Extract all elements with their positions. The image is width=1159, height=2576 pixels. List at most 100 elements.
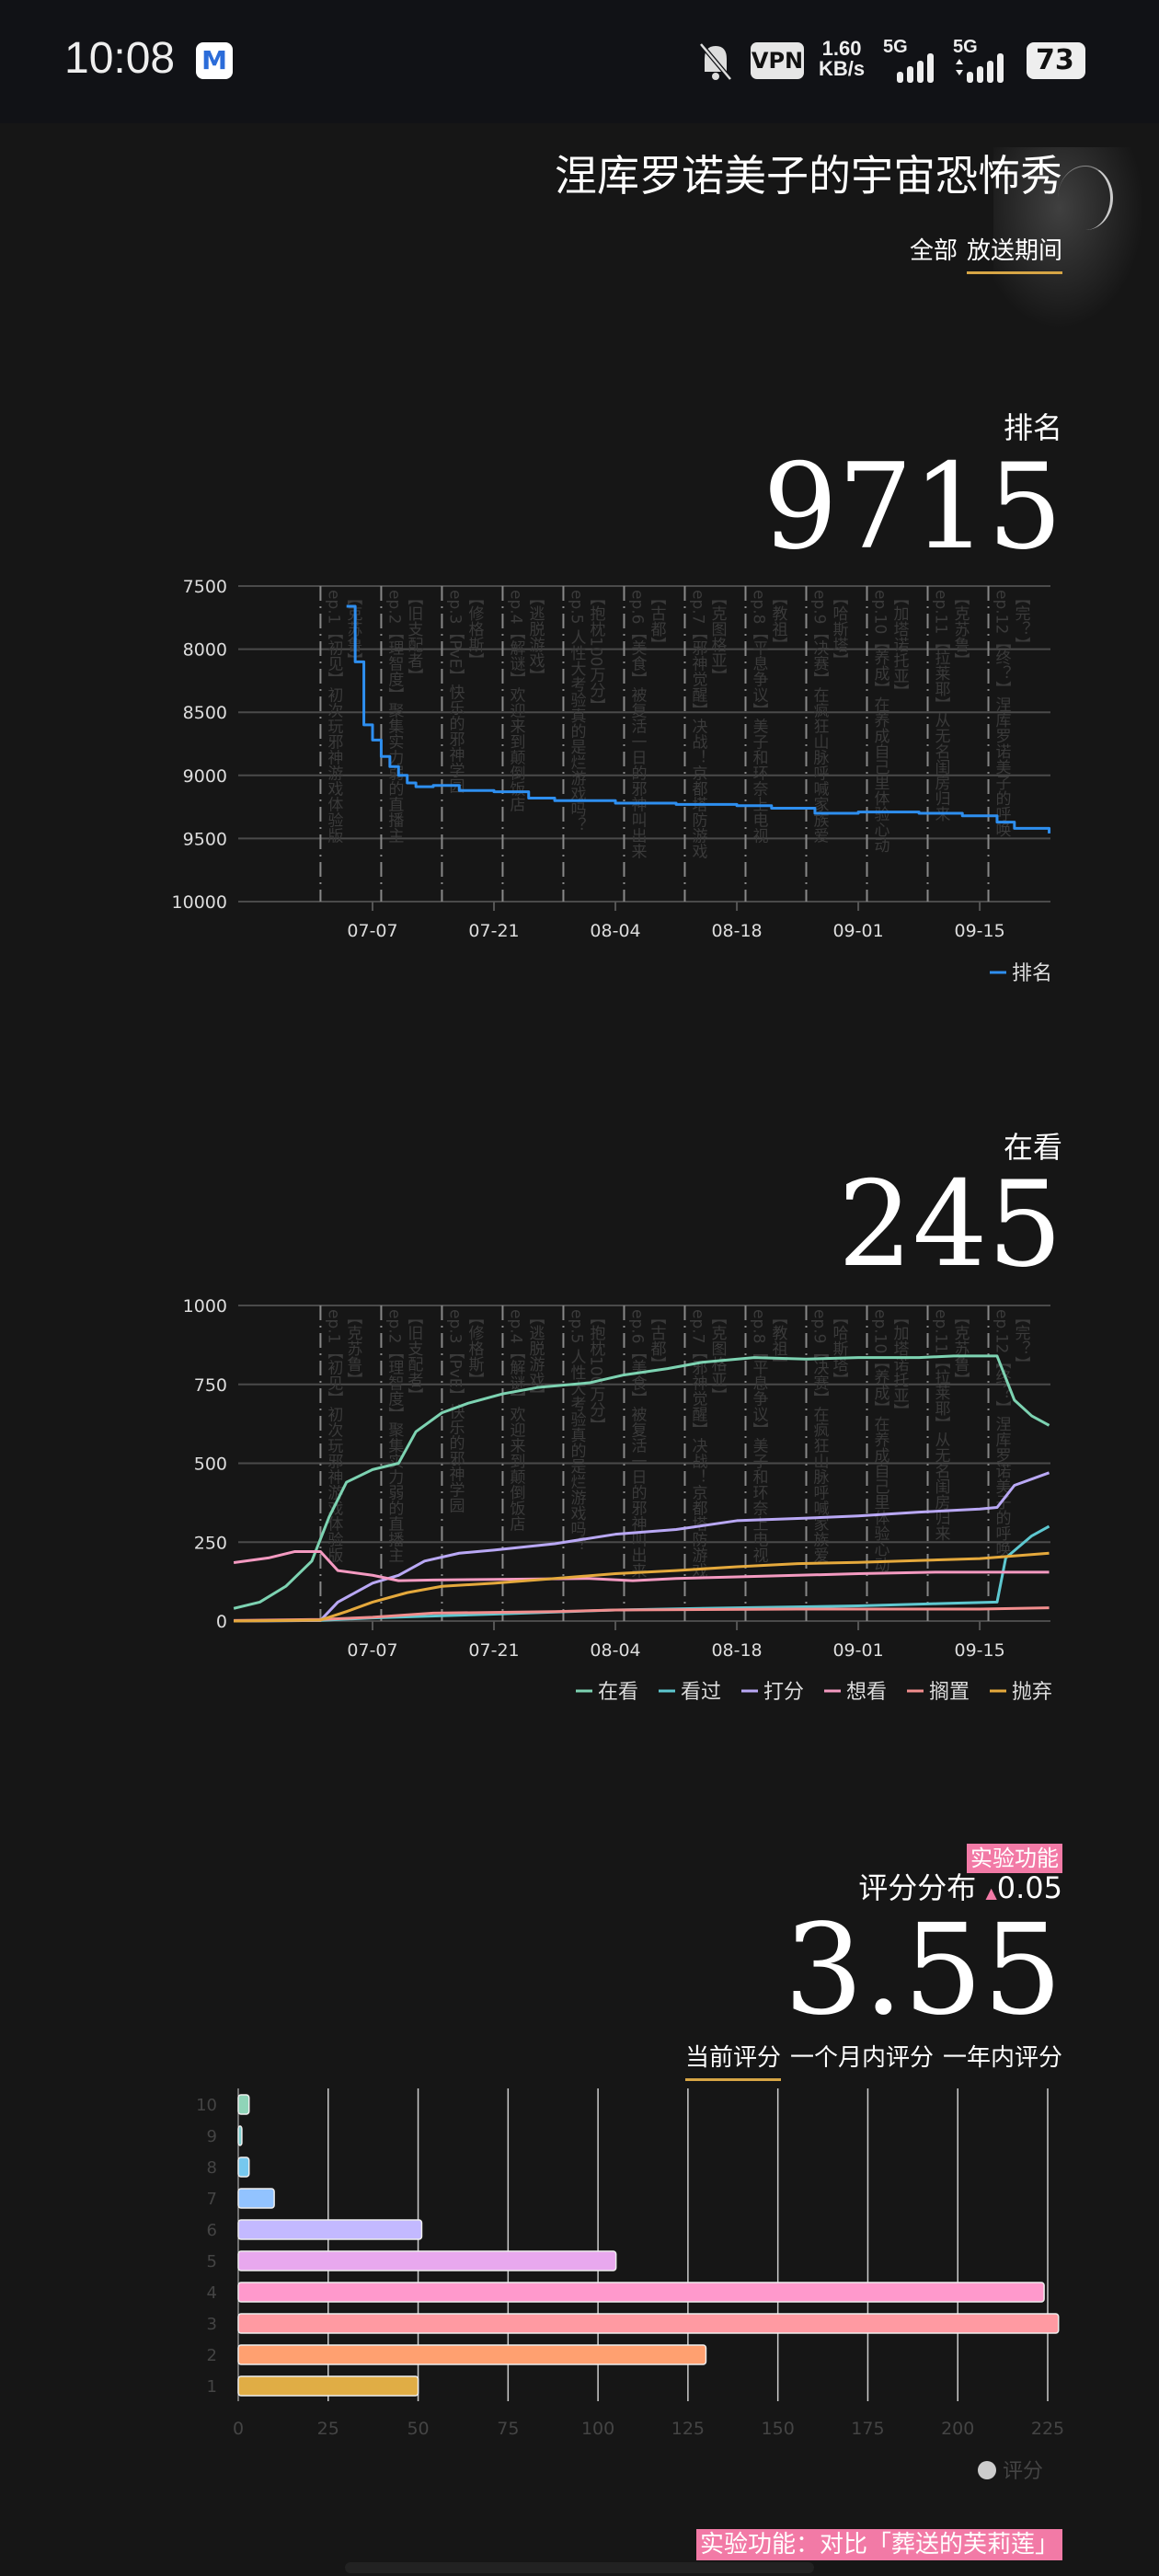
episode-label-line: 【克苏鲁】 — [343, 1309, 362, 1387]
rank-label: 排名 — [1003, 410, 1062, 445]
watching-value: 245 — [837, 1156, 1062, 1294]
episode-label: ep.5 人性大考验真的是烂游戏吗？ 【抱枕100万分】 — [567, 590, 605, 833]
episode-label: ep.4【解谜】欢迎来到颠倒饭店 【逃脱游戏】 — [506, 1309, 545, 1531]
rating-period-tabs: 当前评分 一个月内评分 一年内评分 — [676, 2039, 1062, 2081]
episode-label: ep.2【理智度】聚集实力弱的直播主 【旧支配者】 — [384, 590, 423, 843]
series-line-打分 — [234, 1471, 1050, 1623]
x-tick-label: 07-07 — [347, 921, 397, 941]
episode-label-line: ep.8【平息争议】美子和环奈上电视 — [749, 1309, 768, 1562]
y-tick-label: 8 — [207, 2158, 217, 2178]
episode-label: ep.12【终？】涅库罗诺美子的呼唤 【完？】 — [993, 590, 1031, 837]
y-tick-label: 10 — [196, 2096, 217, 2115]
triangle-up-icon: ▲ — [985, 1884, 997, 1902]
episode-label-line: ep.8【平息争议】美子和环奈上电视 — [749, 590, 768, 843]
episode-label: ep.7【邪神觉醒】决战！京都塔防游戏 【克图格亚】 — [688, 590, 727, 858]
episode-label-line: 【古都】 — [647, 590, 666, 652]
tab-airing-period[interactable]: 放送期间 — [966, 232, 1062, 274]
episode-label-line: ep.5 人性大考验真的是烂游戏吗？ — [567, 590, 586, 833]
episode-label: ep.10【养成】在养成自己里体验心动 【加塔诺托亚】 — [871, 590, 910, 853]
rating-delta: 0.05 — [996, 1870, 1062, 1905]
y-tick-label: 7500 — [183, 577, 227, 597]
signal-icon — [897, 53, 934, 83]
episode-label: ep.2【理智度】聚集实力弱的直播主 【旧支配者】 — [384, 1309, 423, 1562]
experimental-badge-text: 实验功能 — [967, 1844, 1062, 1873]
y-tick-label: 8000 — [183, 640, 227, 661]
tab-year-rating[interactable]: 一年内评分 — [942, 2044, 1062, 2072]
episode-label-line: ep.11【拉莱耶】从无名闺房归来 — [932, 590, 951, 822]
tab-month-rating[interactable]: 一个月内评分 — [789, 2044, 934, 2072]
x-tick-label: 50 — [407, 2419, 429, 2439]
y-tick-label: 7 — [207, 2190, 217, 2209]
episode-label-line: ep.9【决赛】在疯狂山脉呼喊家族爱 — [810, 1309, 830, 1562]
episode-label: ep.7【邪神觉醒】决战！京都塔防游戏 【克图格亚】 — [688, 1309, 727, 1578]
bar-score-5 — [237, 2250, 617, 2271]
episode-label-line: 【克图格亚】 — [707, 1309, 727, 1403]
bar-score-10 — [237, 2094, 250, 2115]
bar-score-7 — [237, 2188, 275, 2209]
legend-label: 评分 — [1003, 2460, 1043, 2483]
period-tabs: 全部 放送期间 — [901, 232, 1062, 274]
collection-status-chart[interactable]: 0 250 500 750 1000 07-07 07-21 08-04 08-18 09-01 0… — [0, 1270, 1159, 1730]
y-tick-label: 3 — [207, 2315, 217, 2334]
episode-label-line: ep.6【美食】被复活一日的邪神叫出来 — [627, 1309, 647, 1578]
y-tick-label: 9000 — [183, 766, 227, 787]
x-tick-label: 07-07 — [347, 1640, 397, 1661]
tab-all[interactable]: 全部 — [909, 237, 958, 265]
episode-label-line: ep.10【养成】在养成自己里体验心动 — [871, 1309, 890, 1572]
bar-score-3 — [237, 2313, 1060, 2334]
legend-label: 抛弃 — [1012, 1681, 1052, 1704]
x-tick-label: 08-04 — [590, 921, 640, 941]
episode-label-line: ep.12【终？】涅库罗诺美子的呼唤 — [993, 1309, 1012, 1557]
episode-label-line: 【修格斯】 — [465, 1309, 484, 1387]
episode-label-line: ep.7【邪神觉醒】决战！京都塔防游戏 — [688, 590, 707, 858]
x-tick-label: 07-21 — [468, 921, 519, 941]
episode-label-line: ep.10【养成】在养成自己里体验心动 — [871, 590, 890, 853]
rating-distribution-chart[interactable]: 0 25 50 75 100 125 150 175 200 225 10 9 8 7 6 5 4 3 2 1 评分 — [0, 2081, 1159, 2504]
episode-label-line: 【完？】 — [1012, 590, 1031, 652]
y-tick-label: 9500 — [183, 829, 227, 849]
watching-label: 在看 — [1003, 1130, 1062, 1165]
episode-label-line: ep.9【决赛】在疯狂山脉呼喊家族爱 — [810, 590, 830, 843]
bar-score-2 — [237, 2344, 707, 2365]
episode-label: ep.1【初见】初次玩邪神游戏体验版 【克苏鲁】 — [324, 1309, 362, 1562]
tab-current-rating[interactable]: 当前评分 — [684, 2039, 781, 2081]
episode-label-line: 【加塔诺托亚】 — [890, 590, 910, 699]
y-tick-label: 1000 — [183, 1296, 227, 1317]
y-tick-label: 2 — [207, 2346, 217, 2365]
compare-button[interactable]: 实验功能：对比「葬送的芙莉莲」 — [695, 2525, 1062, 2560]
episode-label-line: ep.11【拉莱耶】从无名闺房归来 — [932, 1309, 951, 1541]
episode-label: ep.5 人性大考验真的是烂游戏吗？ 【抱枕100万分】 — [567, 1309, 605, 1552]
y-tick-label: 5 — [207, 2252, 217, 2271]
episode-label: ep.8【平息争议】美子和环奈上电视 【教祖】 — [749, 1309, 787, 1562]
bar-score-6 — [237, 2219, 423, 2240]
episode-label-line: 【克苏鲁】 — [343, 590, 362, 668]
episode-label-line: 【古都】 — [647, 1309, 666, 1372]
episode-label: ep.11【拉莱耶】从无名闺房归来 【克苏鲁】 — [932, 1309, 970, 1541]
bar-score-9 — [237, 2125, 243, 2146]
bar-score-8 — [237, 2156, 250, 2178]
legend-label: 打分 — [763, 1681, 804, 1704]
episode-label-line: ep.2【理智度】聚集实力弱的直播主 — [384, 590, 404, 843]
series-line-搁置 — [234, 1606, 1050, 1622]
horizontal-scrollbar[interactable] — [345, 2562, 814, 2573]
x-tick-label: 200 — [941, 2419, 974, 2439]
episode-label-line: 【教祖】 — [768, 590, 787, 652]
x-tick-label: 225 — [1031, 2419, 1064, 2439]
series-line-想看 — [233, 1550, 1050, 1582]
episode-label: ep.11【拉莱耶】从无名闺房归来 【克苏鲁】 — [932, 590, 970, 822]
y-tick-label: 1 — [207, 2377, 217, 2397]
episode-label-line: 【旧支配者】 — [404, 590, 423, 684]
rating-value: 3.55 — [784, 1898, 1062, 2043]
y-tick-label: 8500 — [183, 703, 227, 723]
x-tick-label: 25 — [317, 2419, 339, 2439]
status-bar — [0, 0, 1159, 123]
x-tick-label: 0 — [233, 2419, 244, 2439]
episode-label-line: ep.3【PvE】快乐的邪神学园 — [445, 1309, 465, 1513]
bar-score-1 — [237, 2375, 419, 2397]
episode-label-line: 【修格斯】 — [465, 590, 484, 668]
episode-label-line: 【教祖】 — [768, 1309, 787, 1372]
episode-label-line: 【完？】 — [1012, 1309, 1031, 1372]
rank-chart[interactable]: 7500 8000 8500 9000 9500 10000 07-07 07-21 08-04… — [0, 552, 1159, 994]
battery-indicator: 73 — [1027, 42, 1085, 79]
x-tick-label: 09-15 — [954, 921, 1004, 941]
